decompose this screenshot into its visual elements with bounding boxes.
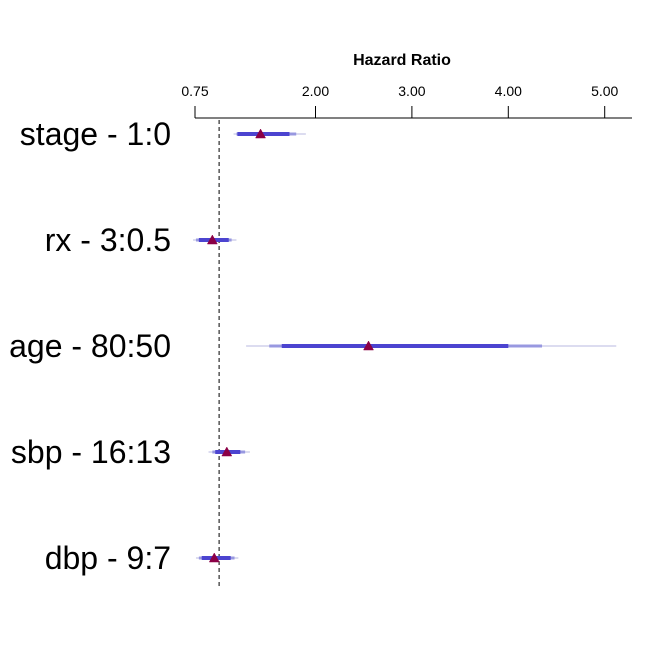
point-estimate-marker bbox=[208, 552, 220, 563]
row-label: sbp - 16:13 bbox=[11, 434, 171, 470]
row-label: rx - 3:0.5 bbox=[45, 222, 171, 258]
forest-row: sbp - 16:13 bbox=[11, 434, 250, 470]
rows-group: stage - 1:0 rx - 3:0.5 age - 80:50 sbp - 16… bbox=[9, 116, 617, 576]
x-axis: 0.75 2.00 3.00 4.00 5.00 bbox=[181, 83, 632, 119]
x-tick-label: 0.75 bbox=[181, 83, 208, 99]
forest-row: age - 80:50 bbox=[9, 328, 617, 364]
x-axis-title: Hazard Ratio bbox=[353, 52, 451, 69]
x-tick-label: 5.00 bbox=[591, 83, 618, 99]
point-estimate-marker bbox=[206, 234, 218, 245]
forest-row: stage - 1:0 bbox=[20, 116, 306, 152]
x-tick-label: 2.00 bbox=[302, 83, 329, 99]
row-label: dbp - 9:7 bbox=[45, 540, 171, 576]
row-label: stage - 1:0 bbox=[20, 116, 171, 152]
forest-row: dbp - 9:7 bbox=[45, 540, 239, 576]
x-tick-label: 4.00 bbox=[495, 83, 522, 99]
row-label: age - 80:50 bbox=[9, 328, 171, 364]
point-estimate-marker bbox=[363, 340, 374, 351]
point-estimate-marker bbox=[255, 128, 266, 139]
x-tick-label: 3.00 bbox=[398, 83, 425, 99]
forest-row: rx - 3:0.5 bbox=[45, 222, 237, 258]
point-estimate-marker bbox=[221, 446, 233, 457]
